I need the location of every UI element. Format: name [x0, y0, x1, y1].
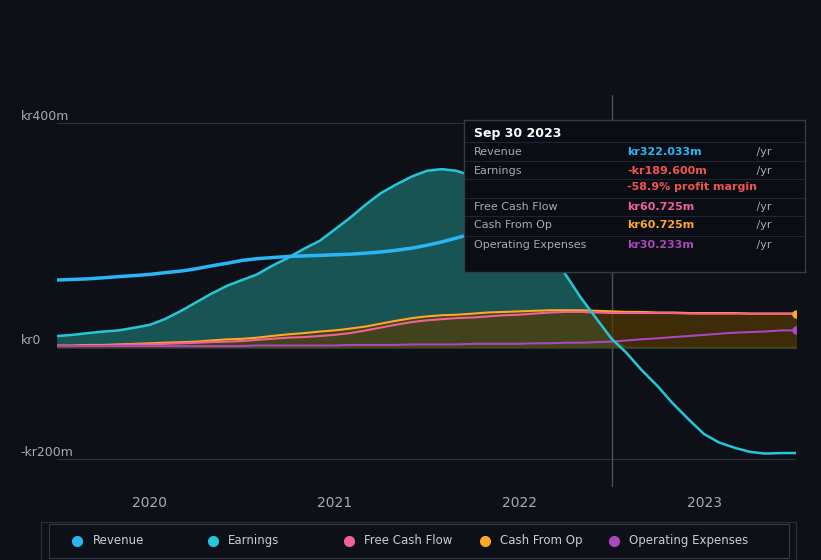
Text: 2022: 2022: [502, 496, 537, 510]
Text: Cash From Op: Cash From Op: [474, 221, 552, 231]
Text: /yr: /yr: [754, 202, 772, 212]
Text: Cash From Op: Cash From Op: [500, 534, 583, 548]
Text: Revenue: Revenue: [474, 147, 523, 157]
Text: -kr189.600m: -kr189.600m: [627, 166, 707, 176]
Text: kr400m: kr400m: [21, 110, 69, 123]
Text: kr30.233m: kr30.233m: [627, 240, 695, 250]
Text: -58.9% profit margin: -58.9% profit margin: [627, 182, 758, 192]
Text: 2020: 2020: [132, 496, 167, 510]
Text: Earnings: Earnings: [228, 534, 280, 548]
Text: 2023: 2023: [686, 496, 722, 510]
Text: 2021: 2021: [317, 496, 352, 510]
Text: kr60.725m: kr60.725m: [627, 202, 695, 212]
Text: Operating Expenses: Operating Expenses: [629, 534, 748, 548]
Text: Free Cash Flow: Free Cash Flow: [474, 202, 557, 212]
Text: kr60.725m: kr60.725m: [627, 221, 695, 231]
Text: kr322.033m: kr322.033m: [627, 147, 702, 157]
Text: -kr200m: -kr200m: [21, 446, 73, 459]
Text: /yr: /yr: [754, 147, 772, 157]
Text: Operating Expenses: Operating Expenses: [474, 240, 586, 250]
Text: Sep 30 2023: Sep 30 2023: [474, 127, 562, 140]
Text: /yr: /yr: [754, 240, 772, 250]
Text: /yr: /yr: [754, 166, 772, 176]
Text: Revenue: Revenue: [93, 534, 144, 548]
Text: Earnings: Earnings: [474, 166, 523, 176]
Text: kr0: kr0: [21, 334, 41, 347]
Text: /yr: /yr: [754, 221, 772, 231]
Text: Free Cash Flow: Free Cash Flow: [365, 534, 452, 548]
